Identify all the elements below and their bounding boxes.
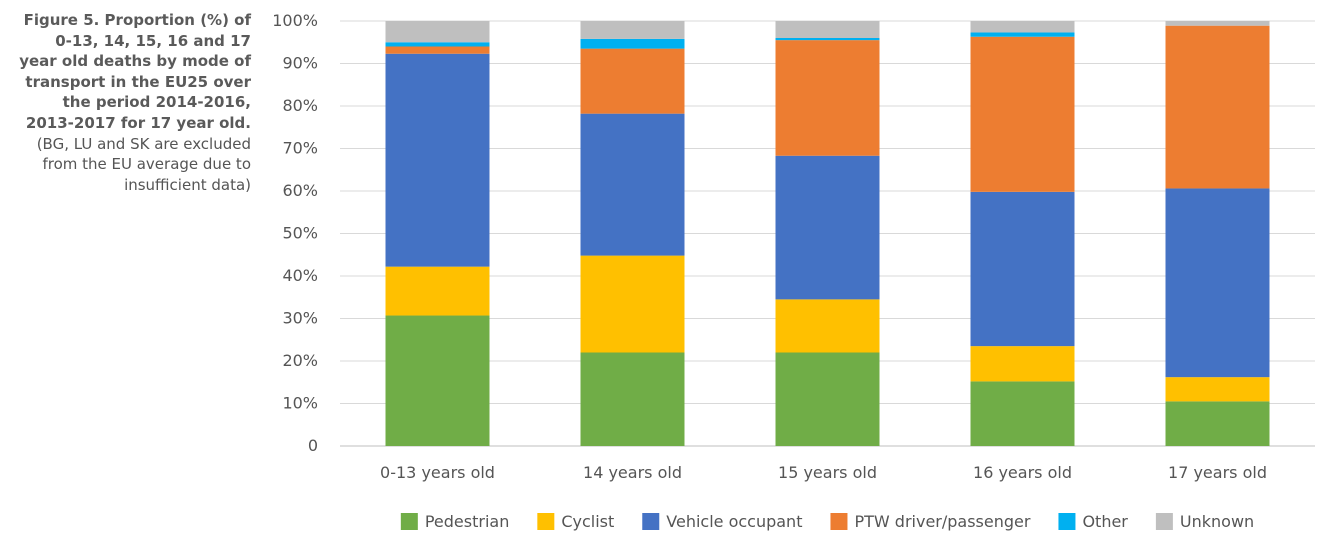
legend-label: Vehicle occupant	[666, 512, 802, 531]
bar-segment	[971, 32, 1075, 36]
legend-swatch	[642, 513, 659, 530]
bar-segment	[971, 346, 1075, 381]
bar-segment	[971, 192, 1075, 346]
bar-segment	[386, 54, 490, 267]
y-tick-label: 0	[308, 436, 318, 455]
legend-swatch	[401, 513, 418, 530]
bar-segment	[581, 21, 685, 39]
bar-segment	[776, 353, 880, 447]
bar-segment	[776, 21, 880, 38]
bar-segment	[971, 21, 1075, 32]
bar-segment	[971, 381, 1075, 446]
y-tick-label: 50%	[282, 224, 318, 243]
legend-label: Other	[1082, 512, 1128, 531]
bar-segment	[971, 37, 1075, 192]
legend-label: Cyclist	[561, 512, 614, 531]
bar-segment	[386, 316, 490, 446]
x-tick-label: 16 years old	[973, 463, 1072, 482]
bar-segment	[1166, 377, 1270, 401]
bar-segment	[1166, 188, 1270, 377]
bar-segment	[386, 42, 490, 46]
bar-segment	[1166, 401, 1270, 446]
y-tick-label: 80%	[282, 96, 318, 115]
bar-segment	[581, 49, 685, 114]
legend-swatch	[830, 513, 847, 530]
bar-segment	[386, 267, 490, 316]
bar-segment	[386, 47, 490, 54]
legend-label: Unknown	[1180, 512, 1254, 531]
y-tick-label: 30%	[282, 309, 318, 328]
bar-segment	[776, 38, 880, 40]
y-tick-label: 60%	[282, 181, 318, 200]
x-tick-label: 15 years old	[778, 463, 877, 482]
legend-swatch	[537, 513, 554, 530]
y-tick-label: 90%	[282, 54, 318, 73]
y-tick-label: 10%	[282, 394, 318, 413]
legend-label: Pedestrian	[425, 512, 510, 531]
legend: Pedestrian Cyclist Vehicle occupant PTW dri…	[401, 512, 1254, 531]
bar-segment	[1166, 26, 1270, 189]
y-tick-label: 100%	[272, 11, 318, 30]
x-tick-label: 0-13 years old	[380, 463, 495, 482]
legend-swatch	[1058, 513, 1075, 530]
y-tick-label: 70%	[282, 139, 318, 158]
x-axis-ticks: 0-13 years old 14 years old 15 years old 16…	[380, 463, 1267, 482]
bar-segment	[776, 40, 880, 156]
legend-swatch	[1156, 513, 1173, 530]
bar-segment	[776, 299, 880, 352]
bar-segment	[581, 353, 685, 447]
x-tick-label: 14 years old	[583, 463, 682, 482]
bar-segment	[386, 21, 490, 42]
x-tick-label: 17 years old	[1168, 463, 1267, 482]
bar-segment	[1166, 21, 1270, 26]
bar-segment	[776, 156, 880, 300]
bar-segment	[581, 39, 685, 49]
y-axis-ticks: 0 10% 20% 30% 40% 50% 60% 70% 80% 90% 100%	[272, 11, 318, 455]
bar-segment	[581, 114, 685, 256]
y-tick-label: 20%	[282, 351, 318, 370]
bar-segment	[581, 256, 685, 353]
legend-label: PTW driver/passenger	[854, 512, 1030, 531]
y-tick-label: 40%	[282, 266, 318, 285]
